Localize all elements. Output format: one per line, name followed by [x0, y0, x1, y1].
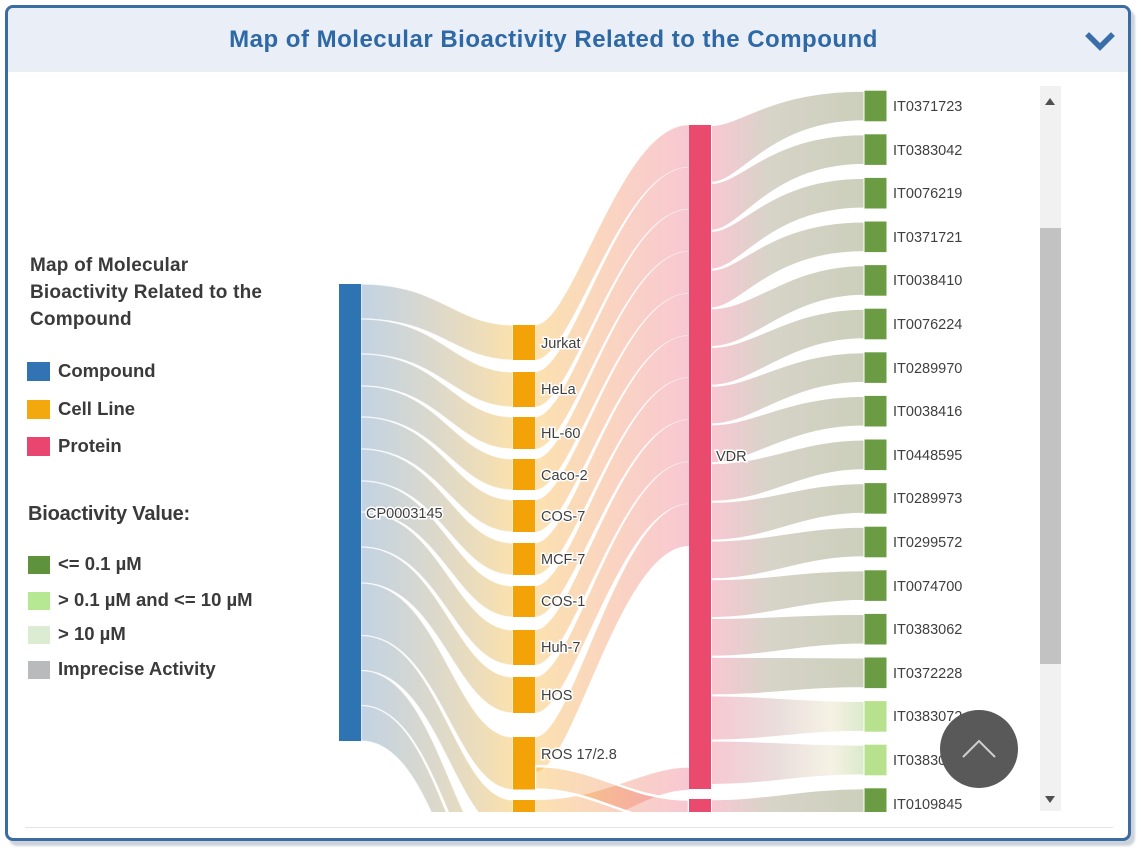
svg-text:ROS 17/2.8: ROS 17/2.8	[541, 747, 617, 763]
svg-text:COS-7: COS-7	[541, 509, 585, 525]
svg-text:Huh-7: Huh-7	[541, 640, 581, 656]
svg-text:IT0371721: IT0371721	[893, 230, 962, 246]
svg-text:IT0299572: IT0299572	[893, 535, 962, 551]
svg-text:IT0289970: IT0289970	[893, 361, 962, 377]
svg-text:HOS: HOS	[541, 688, 572, 704]
svg-text:COS-1: COS-1	[541, 594, 585, 610]
svg-text:IT0074700: IT0074700	[893, 579, 962, 595]
svg-text:IT0383062: IT0383062	[893, 622, 962, 638]
svg-text:IT0076224: IT0076224	[893, 317, 962, 333]
svg-text:HeLa: HeLa	[541, 382, 577, 398]
svg-text:VDR: VDR	[716, 449, 747, 465]
svg-text:IT0038410: IT0038410	[893, 273, 962, 289]
svg-text:IT0372228: IT0372228	[893, 666, 962, 682]
svg-text:IT0076219: IT0076219	[893, 186, 962, 202]
svg-text:IT0383072: IT0383072	[893, 709, 962, 725]
svg-text:IT0371723: IT0371723	[893, 99, 962, 115]
svg-text:IT0289973: IT0289973	[893, 491, 962, 507]
svg-text:Jurkat: Jurkat	[541, 336, 581, 352]
svg-text:CP0003145: CP0003145	[366, 506, 443, 522]
svg-text:Caco-2: Caco-2	[541, 468, 588, 484]
svg-text:MCF-7: MCF-7	[541, 552, 585, 568]
svg-text:IT0109845: IT0109845	[893, 797, 962, 813]
svg-text:IT0448595: IT0448595	[893, 448, 962, 464]
svg-text:IT0383042: IT0383042	[893, 143, 962, 159]
svg-text:IT0038416: IT0038416	[893, 404, 962, 420]
svg-text:HL-60: HL-60	[541, 426, 581, 442]
